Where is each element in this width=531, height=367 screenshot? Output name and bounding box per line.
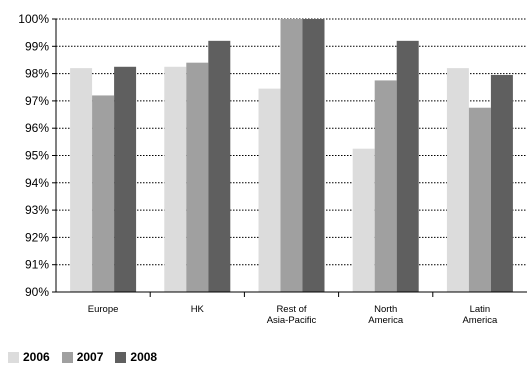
axes bbox=[52, 18, 527, 297]
y-tick-label: 100% bbox=[18, 12, 49, 26]
legend-label: 2006 bbox=[23, 350, 50, 364]
x-tick-label: Rest of Asia-Pacific bbox=[267, 304, 317, 326]
bar-2007-1 bbox=[186, 62, 209, 293]
bar-2006-0 bbox=[70, 68, 93, 292]
bar-2006-1 bbox=[164, 66, 187, 293]
y-tick-label: 92% bbox=[25, 230, 49, 244]
bar-2007-3 bbox=[374, 80, 397, 292]
legend: 2006 2007 2008 bbox=[8, 350, 157, 364]
y-tick-label: 90% bbox=[25, 285, 49, 299]
bar-2007-0 bbox=[92, 95, 115, 292]
y-tick-label: 94% bbox=[25, 176, 49, 190]
bar-2007-2 bbox=[280, 19, 303, 292]
y-tick-label: 95% bbox=[25, 149, 49, 163]
bar-2006-2 bbox=[258, 88, 281, 293]
x-tick-label: North America bbox=[368, 304, 404, 326]
bar-2006-4 bbox=[446, 68, 469, 292]
legend-swatch bbox=[61, 351, 73, 363]
x-tick-labels: Europe HK Rest of Asia-Pacific North America L… bbox=[88, 304, 498, 326]
y-tick-label: 91% bbox=[25, 258, 49, 272]
y-tick-labels: 90% 91% 92% 93% 94% 95% 96% 97% 98% 99% 100% bbox=[18, 12, 49, 299]
y-tick-label: 99% bbox=[25, 39, 49, 53]
bar-2006-3 bbox=[352, 148, 375, 292]
legend-item-2006: 2006 bbox=[8, 350, 50, 364]
legend-item-2008: 2008 bbox=[115, 350, 157, 364]
bar-2008-3 bbox=[396, 40, 419, 293]
y-tick-label: 98% bbox=[25, 67, 49, 81]
legend-label: 2008 bbox=[130, 350, 158, 364]
y-tick-label: 93% bbox=[25, 203, 49, 217]
bar-chart: 90% 91% 92% 93% 94% 95% 96% 97% 98% 99% 100% Europ… bbox=[18, 12, 527, 326]
legend-swatch bbox=[8, 351, 19, 363]
x-tick-label: HK bbox=[191, 304, 205, 315]
x-tick-label: Europe bbox=[88, 304, 119, 315]
y-tick-label: 97% bbox=[25, 94, 49, 108]
x-tick-label: Latin America bbox=[462, 304, 498, 326]
bar-2007-4 bbox=[468, 107, 491, 292]
bar-2008-2 bbox=[302, 19, 325, 292]
legend-label: 2007 bbox=[76, 350, 104, 364]
bar-2008-4 bbox=[490, 74, 513, 292]
bar-2008-0 bbox=[114, 66, 137, 293]
legend-swatch bbox=[115, 351, 127, 363]
bars bbox=[70, 19, 513, 293]
legend-item-2007: 2007 bbox=[61, 350, 104, 364]
y-tick-label: 96% bbox=[25, 121, 49, 135]
bar-2008-1 bbox=[208, 40, 231, 293]
